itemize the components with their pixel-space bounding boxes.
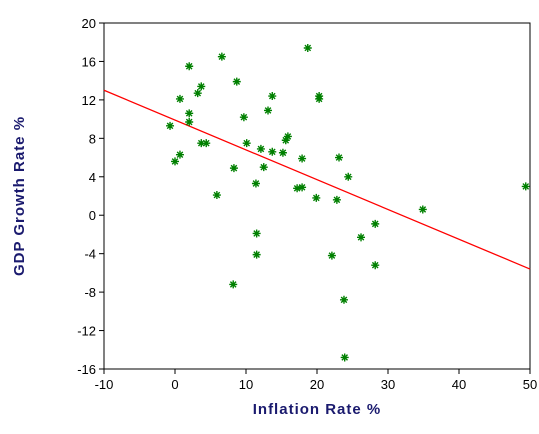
point — [252, 250, 261, 259]
y-tick-label: 20 — [82, 16, 96, 31]
point — [264, 106, 273, 115]
y-tick-label: -16 — [77, 362, 96, 377]
point — [371, 219, 380, 228]
plot-frame — [103, 22, 531, 370]
point — [278, 148, 287, 157]
point — [252, 229, 261, 238]
y-tick-label: 8 — [89, 131, 96, 146]
point — [202, 139, 211, 148]
point — [332, 195, 341, 204]
point — [256, 144, 265, 153]
y-tick-label: -8 — [84, 285, 96, 300]
point — [298, 183, 307, 192]
x-tick-label: 40 — [452, 377, 466, 392]
point — [229, 164, 238, 173]
x-tick-label: 20 — [310, 377, 324, 392]
point — [185, 109, 194, 118]
point — [371, 261, 380, 270]
y-tick-label: 12 — [82, 93, 96, 108]
point — [259, 163, 268, 172]
point — [268, 147, 277, 156]
y-axis-title: GDP Growth Rate % — [11, 116, 28, 276]
point — [339, 295, 348, 304]
point — [521, 182, 530, 191]
x-tick-label: -10 — [95, 377, 114, 392]
y-tick-label: -4 — [84, 247, 96, 262]
point — [217, 52, 226, 61]
y-tick-label: -12 — [77, 324, 96, 339]
x-tick-label: 50 — [523, 377, 537, 392]
y-tick-label: 0 — [89, 208, 96, 223]
point — [239, 113, 248, 122]
point — [312, 193, 321, 202]
point — [293, 184, 302, 193]
y-tick-label: 4 — [89, 170, 96, 185]
regression-line — [103, 89, 531, 270]
point — [193, 89, 202, 98]
point — [185, 117, 194, 126]
x-axis-title: Inflation Rate % — [253, 401, 382, 418]
point — [175, 94, 184, 103]
point — [344, 172, 353, 181]
point — [212, 191, 221, 200]
x-tick-label: 0 — [171, 377, 178, 392]
point — [283, 132, 292, 141]
point — [340, 353, 349, 362]
point — [251, 179, 260, 188]
point — [303, 43, 312, 52]
point — [197, 139, 206, 148]
point — [185, 62, 194, 71]
x-tick-label: 30 — [381, 377, 395, 392]
point — [197, 82, 206, 91]
point — [357, 233, 366, 242]
point — [268, 92, 277, 101]
point — [229, 280, 238, 289]
point — [315, 94, 324, 103]
point — [232, 77, 241, 86]
point — [418, 205, 427, 214]
point — [175, 150, 184, 159]
point — [298, 154, 307, 163]
x-tick-label: 10 — [239, 377, 253, 392]
y-tick-label: 16 — [82, 54, 96, 69]
point — [242, 139, 251, 148]
point — [166, 121, 175, 130]
point — [327, 251, 336, 260]
point — [171, 157, 179, 166]
point — [335, 153, 344, 162]
point — [281, 136, 290, 145]
